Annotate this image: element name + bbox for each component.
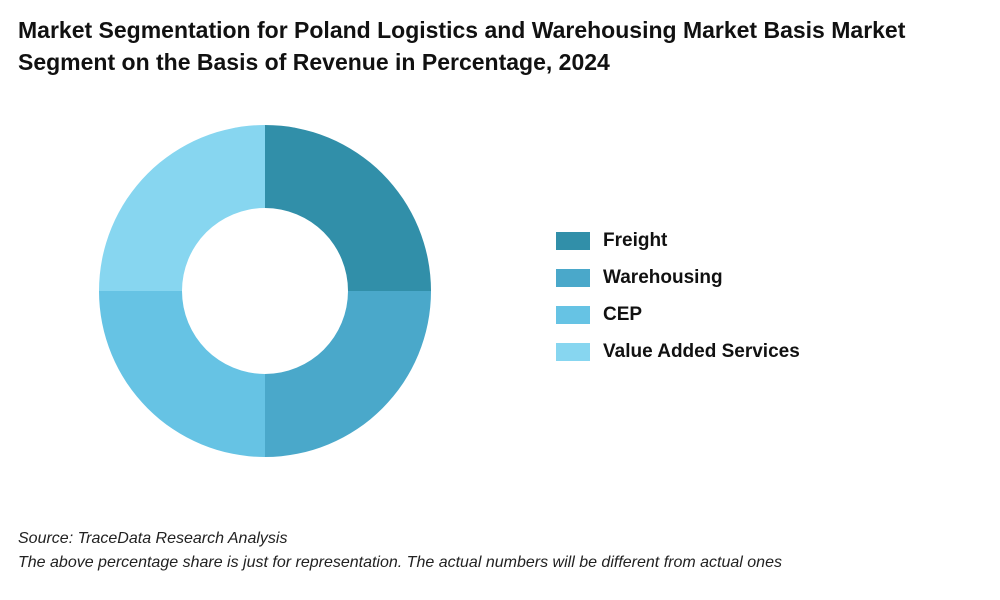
legend-swatch — [556, 268, 590, 287]
donut-slice-freight — [265, 125, 431, 291]
source-note: Source: TraceData Research Analysis — [18, 530, 288, 547]
legend-swatch — [556, 305, 590, 324]
legend-label: Value Added Services — [603, 340, 800, 362]
legend-swatch — [556, 231, 590, 250]
disclaimer-note: The above percentage share is just for r… — [18, 554, 782, 571]
legend-label: CEP — [603, 303, 643, 325]
legend-item-cep: CEP — [556, 296, 896, 333]
donut-slice-value-added-services — [99, 125, 265, 291]
legend-item-value-added-services: Value Added Services — [556, 333, 896, 370]
legend-label: Freight — [603, 229, 668, 251]
legend-item-freight: Freight — [556, 222, 896, 259]
legend-item-warehousing: Warehousing — [556, 259, 896, 296]
chart-title: Market Segmentation for Poland Logistics… — [18, 17, 906, 75]
donut-slice-warehousing — [265, 291, 431, 457]
legend-label: Warehousing — [603, 266, 723, 288]
legend-swatch — [556, 342, 590, 361]
donut-chart — [99, 125, 431, 457]
donut-slice-cep — [99, 291, 265, 457]
chart-legend: Freight Warehousing CEP Value Added Service… — [556, 222, 896, 370]
chart-footer: Source: TraceData Research Analysis The … — [18, 527, 978, 575]
